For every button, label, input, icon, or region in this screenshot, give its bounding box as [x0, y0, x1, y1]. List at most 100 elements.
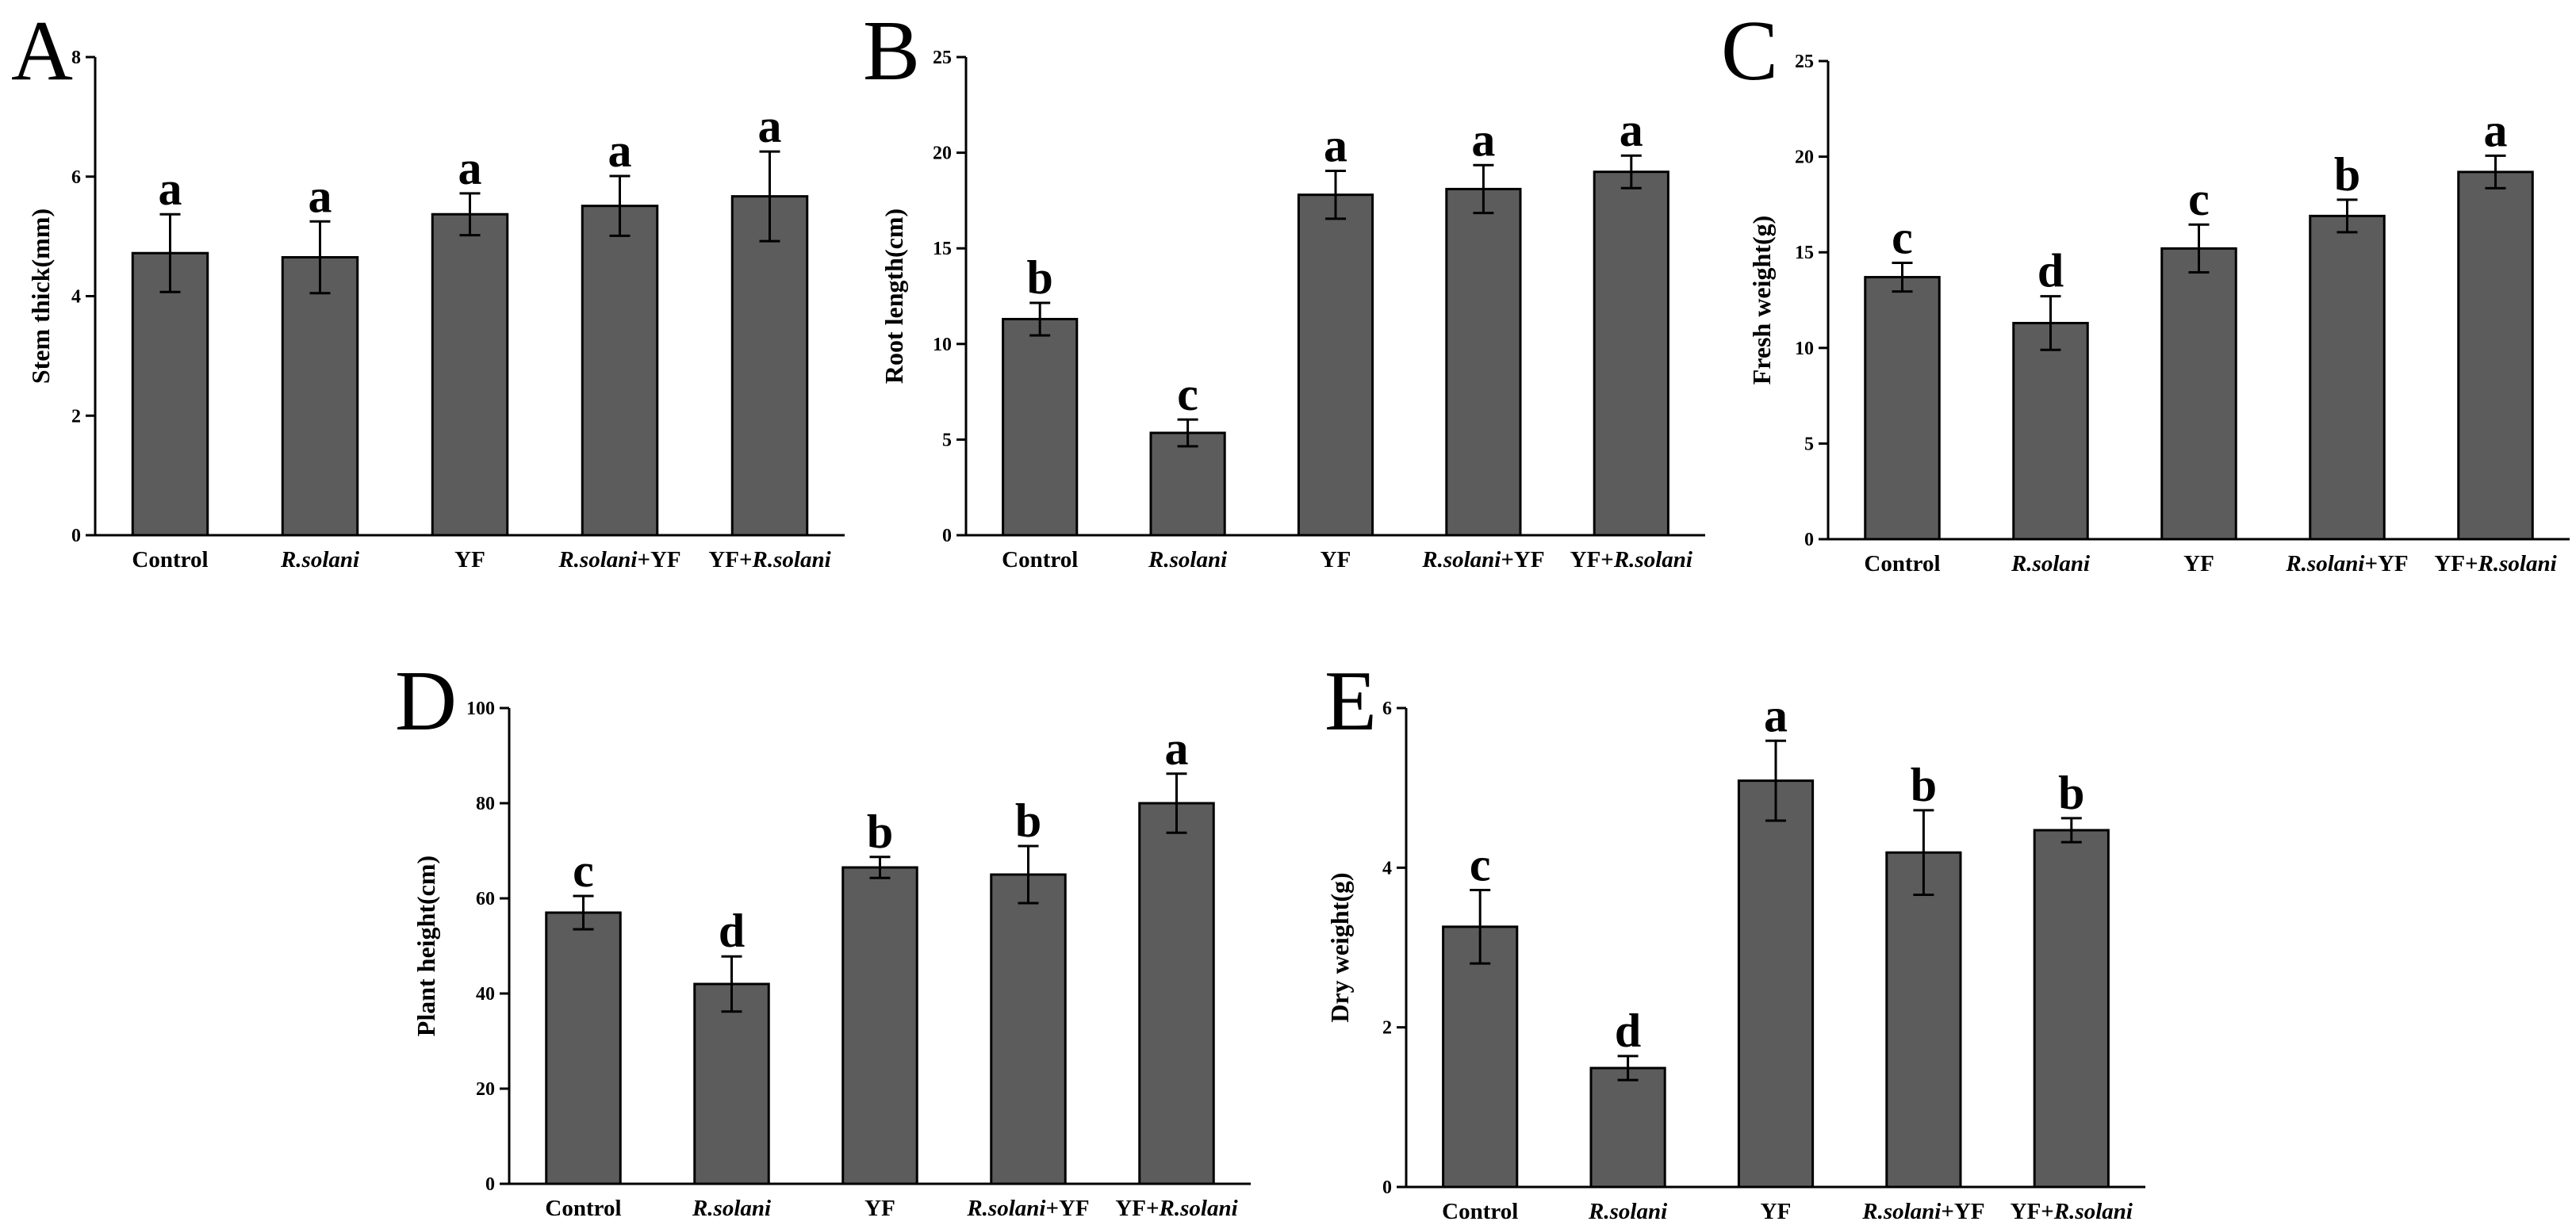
- error-bar: [309, 220, 331, 295]
- y-tick-label: 0: [485, 1174, 495, 1195]
- bar: [990, 873, 1067, 1185]
- y-tick-label: 20: [1795, 147, 1814, 168]
- y-axis-title: Plant height(cm): [412, 856, 440, 1036]
- y-tick-label: 0: [71, 526, 81, 546]
- x-tick-label: R.solani+YF: [966, 1196, 1089, 1221]
- error-bar: [2188, 223, 2210, 274]
- panel-letter: E: [1324, 654, 1377, 749]
- error-bar: [2040, 295, 2061, 351]
- y-tick-label: 8: [71, 48, 81, 68]
- y-tick-label: 6: [1382, 699, 1392, 719]
- y-axis-title: Stem thick(mm): [26, 209, 55, 384]
- significance-letter: a: [2484, 104, 2508, 156]
- x-tick-label: YF+R.solani: [1570, 547, 1692, 572]
- x-tick-label: Control: [1442, 1199, 1518, 1224]
- error-bar: [2485, 154, 2506, 190]
- bar: [1737, 779, 1815, 1189]
- error-bar: [573, 894, 594, 931]
- significance-letter: a: [1764, 689, 1788, 741]
- y-tick-label: 15: [933, 239, 952, 259]
- x-tick-label: R.solani+YF: [1421, 547, 1544, 572]
- y-tick-label: 2: [1382, 1018, 1392, 1039]
- x-tick-label: YF: [864, 1196, 895, 1221]
- x-tick-label: R.solani+YF: [1861, 1199, 1984, 1224]
- y-tick-label: 5: [942, 430, 952, 450]
- error-bar: [159, 212, 181, 293]
- y-tick-label: 6: [71, 167, 81, 188]
- bar: [2160, 247, 2237, 541]
- error-bar: [721, 955, 742, 1013]
- x-tick-label: R.solani: [1148, 547, 1227, 572]
- bar: [1002, 317, 1079, 537]
- y-tick-label: 10: [933, 335, 952, 355]
- x-tick-label: YF+R.solani: [1115, 1196, 1237, 1221]
- significance-letter: c: [1470, 839, 1491, 891]
- x-tick-label: Control: [132, 547, 208, 572]
- y-tick-label: 0: [1382, 1177, 1392, 1198]
- x-tick-label: YF: [1321, 547, 1351, 572]
- error-bar: [759, 150, 780, 243]
- chart-panel-c: C Fresh weight(g) c Control d R.solani c YF b R.s…: [1721, 4, 2570, 576]
- y-tick-label: 25: [1795, 52, 1814, 72]
- significance-letter: a: [1620, 104, 1643, 156]
- y-axis-title: Fresh weight(g): [1747, 216, 1776, 385]
- y-tick-label: 0: [942, 526, 952, 546]
- chart-panel-a: A Stem thick(mm) a Control a R.solani a YF a R.so…: [11, 4, 845, 572]
- error-bar: [1892, 261, 1913, 293]
- x-tick-label: R.solani+YF: [2285, 551, 2408, 576]
- significance-letter: b: [2334, 148, 2360, 201]
- y-tick-label: 60: [476, 889, 495, 909]
- error-bar: [1473, 163, 1494, 215]
- bar: [1149, 431, 1226, 537]
- significance-letter: b: [1027, 251, 1053, 304]
- y-tick-label: 20: [476, 1079, 495, 1100]
- chart-panel-b: B Root length(cm) b Control c R.solani a YF a R.s…: [863, 4, 1705, 572]
- significance-letter: d: [719, 905, 745, 957]
- error-bar: [1325, 170, 1346, 220]
- y-tick-label: 40: [476, 984, 495, 1005]
- x-tick-label: YF: [2183, 551, 2214, 576]
- y-axis-title: Dry weight(g): [1325, 872, 1354, 1022]
- significance-letter: a: [1324, 120, 1347, 172]
- x-tick-label: YF: [454, 547, 485, 572]
- bar: [1593, 170, 1669, 537]
- error-bar: [2336, 198, 2358, 234]
- x-tick-label: R.solani+YF: [558, 547, 680, 572]
- panel-letter: A: [11, 4, 73, 98]
- significance-letter: b: [1911, 759, 1937, 811]
- error-bar: [1166, 772, 1187, 834]
- bar: [1864, 276, 1941, 541]
- bar: [2309, 214, 2386, 541]
- significance-letter: a: [1471, 113, 1495, 166]
- significance-letter: b: [867, 806, 893, 858]
- x-tick-label: R.solani: [2011, 551, 2090, 576]
- x-tick-label: YF+R.solani: [2434, 551, 2556, 576]
- significance-letter: a: [1165, 722, 1189, 775]
- error-bar: [1018, 844, 1039, 905]
- bar: [545, 911, 622, 1185]
- bar: [131, 251, 209, 537]
- significance-letter: c: [573, 844, 594, 897]
- bar: [693, 982, 770, 1185]
- bar: [431, 212, 509, 537]
- bar: [1138, 802, 1215, 1185]
- bar: [2012, 321, 2089, 541]
- y-tick-label: 5: [1804, 434, 1814, 454]
- y-tick-label: 10: [1795, 339, 1814, 359]
- error-bar: [1913, 809, 1934, 897]
- significance-letter: c: [1177, 368, 1198, 420]
- y-tick-label: 4: [71, 287, 81, 308]
- significance-letter: b: [2058, 767, 2084, 819]
- bar: [1442, 925, 1519, 1189]
- bar: [1297, 193, 1374, 537]
- y-tick-label: 100: [466, 699, 495, 719]
- bar: [841, 866, 918, 1185]
- error-bar: [459, 192, 481, 237]
- x-tick-label: R.solani: [280, 547, 359, 572]
- significance-letter: d: [2037, 245, 2064, 297]
- error-bar: [1620, 154, 1642, 190]
- bar: [2033, 829, 2110, 1189]
- y-tick-label: 2: [71, 406, 81, 427]
- significance-letter: a: [309, 170, 332, 222]
